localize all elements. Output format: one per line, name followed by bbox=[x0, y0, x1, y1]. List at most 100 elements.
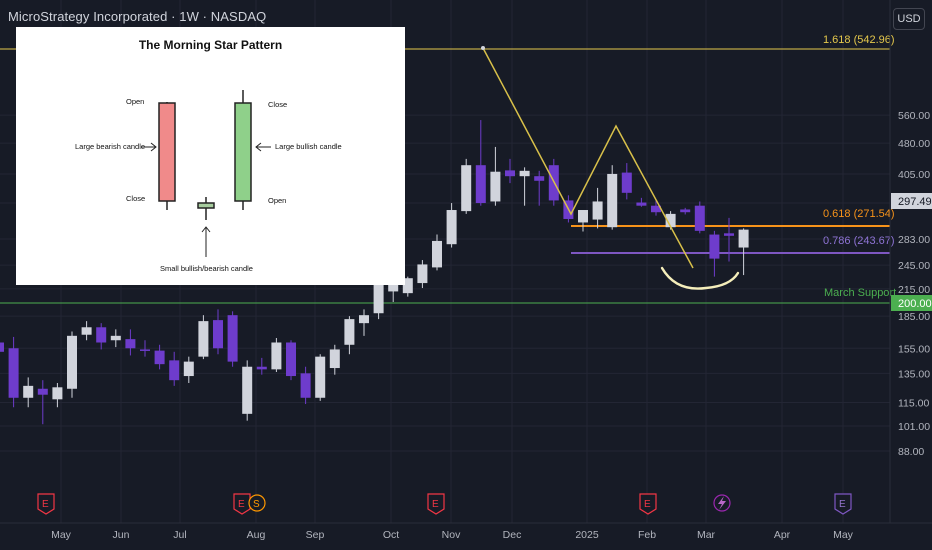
candle[interactable] bbox=[0, 336, 4, 357]
candle[interactable] bbox=[402, 276, 413, 297]
candle[interactable] bbox=[256, 357, 267, 375]
candle[interactable] bbox=[709, 230, 720, 277]
candle[interactable] bbox=[519, 167, 530, 206]
candle[interactable] bbox=[636, 197, 647, 207]
candle[interactable] bbox=[446, 203, 457, 248]
earnings-icon[interactable]: E bbox=[37, 493, 55, 515]
candle[interactable] bbox=[578, 210, 588, 232]
candle-body bbox=[461, 165, 472, 212]
candle-body bbox=[490, 171, 501, 202]
candle-body bbox=[300, 373, 311, 398]
candle[interactable] bbox=[242, 360, 253, 421]
candle-body bbox=[81, 327, 92, 335]
candle[interactable] bbox=[651, 200, 661, 216]
candle-body bbox=[8, 348, 19, 398]
candle[interactable] bbox=[724, 217, 734, 262]
current-price-text: 297.49 bbox=[898, 196, 932, 208]
currency-button[interactable]: USD bbox=[893, 8, 925, 30]
candle[interactable] bbox=[694, 201, 705, 234]
candle[interactable] bbox=[592, 187, 603, 229]
candle[interactable] bbox=[81, 321, 92, 341]
candle[interactable] bbox=[8, 336, 19, 408]
candle-body bbox=[388, 279, 399, 292]
candle[interactable] bbox=[286, 340, 296, 381]
annotation-curve[interactable] bbox=[660, 266, 740, 290]
earnings-icon[interactable]: E bbox=[834, 493, 852, 515]
candle-body bbox=[534, 176, 545, 181]
candle-body bbox=[96, 327, 107, 343]
candle[interactable] bbox=[607, 165, 618, 230]
candle[interactable] bbox=[110, 329, 121, 348]
candle[interactable] bbox=[315, 354, 326, 401]
lightning-icon[interactable] bbox=[713, 494, 731, 512]
candle[interactable] bbox=[125, 329, 136, 356]
candle[interactable] bbox=[183, 356, 194, 384]
fib-1618-label: 1.618 (542.96) bbox=[823, 34, 895, 46]
time-tick-label: Sep bbox=[306, 529, 325, 541]
candle-body bbox=[0, 342, 4, 352]
candle[interactable] bbox=[534, 170, 545, 206]
candle[interactable] bbox=[52, 383, 63, 408]
candle-body bbox=[23, 385, 34, 398]
morning-star-illustration: The Morning Star Pattern Open Large bear… bbox=[16, 27, 405, 285]
candle[interactable] bbox=[359, 309, 369, 336]
earnings-icon[interactable]: E bbox=[427, 493, 445, 515]
time-tick-label: Mar bbox=[697, 529, 716, 541]
price-tick-label: 215.00 bbox=[898, 284, 930, 296]
candle[interactable] bbox=[680, 207, 691, 215]
time-tick-label: Apr bbox=[774, 529, 791, 541]
time-tick-label: Jun bbox=[113, 529, 130, 541]
time-axis[interactable]: May Jun Jul Aug Sep Oct Nov Dec 2025 Feb Mar Apr May bbox=[51, 529, 854, 541]
candle[interactable] bbox=[505, 158, 515, 184]
candle[interactable] bbox=[140, 340, 150, 357]
candle[interactable] bbox=[213, 309, 223, 355]
candle[interactable] bbox=[344, 316, 355, 355]
candle[interactable] bbox=[475, 120, 486, 206]
svg-text:E: E bbox=[839, 499, 846, 510]
candle-body bbox=[680, 209, 691, 213]
candle[interactable] bbox=[271, 338, 282, 372]
time-tick-label: Jul bbox=[173, 529, 186, 541]
price-scale[interactable]: 560.00480.00405.00345.00283.00245.00215.… bbox=[898, 110, 930, 458]
candle[interactable] bbox=[490, 146, 501, 206]
label-large-bearish: Large bearish candle bbox=[75, 142, 146, 151]
current-price-tag bbox=[891, 193, 932, 209]
price-tick-label: 115.00 bbox=[898, 397, 929, 409]
candle[interactable] bbox=[738, 228, 749, 276]
price-tick-label: 480.00 bbox=[898, 138, 930, 150]
candle[interactable] bbox=[329, 344, 340, 375]
earnings-icon[interactable]: E bbox=[233, 493, 251, 515]
fib-0786-label: 0.786 (243.67) bbox=[823, 235, 895, 247]
candle[interactable] bbox=[621, 163, 632, 200]
split-icon[interactable]: S bbox=[248, 494, 266, 512]
candle[interactable] bbox=[169, 351, 180, 386]
candle[interactable] bbox=[373, 281, 384, 320]
candle[interactable] bbox=[417, 260, 428, 289]
candle[interactable] bbox=[198, 315, 209, 360]
candle[interactable] bbox=[461, 158, 472, 214]
candle[interactable] bbox=[37, 380, 48, 425]
label-small-candle: Small bullish/bearish candle bbox=[160, 264, 253, 273]
price-tick-label: 185.00 bbox=[898, 311, 930, 323]
earnings-icon[interactable]: E bbox=[639, 493, 657, 515]
candle[interactable] bbox=[300, 366, 311, 405]
candle[interactable] bbox=[23, 377, 34, 408]
price-tick-label: 101.00 bbox=[898, 421, 930, 433]
candle[interactable] bbox=[154, 344, 165, 370]
candle-body bbox=[475, 165, 486, 204]
candle[interactable] bbox=[227, 311, 238, 367]
price-tick-label: 245.00 bbox=[898, 260, 930, 272]
candle-body bbox=[665, 213, 676, 228]
candle[interactable] bbox=[67, 331, 77, 398]
zigzag-pattern[interactable] bbox=[482, 47, 694, 269]
candle[interactable] bbox=[96, 323, 107, 350]
candle-body bbox=[344, 319, 355, 345]
candle-body bbox=[198, 321, 209, 357]
candle-body bbox=[154, 350, 165, 365]
candle-body bbox=[256, 366, 267, 370]
candle-body bbox=[242, 366, 253, 414]
candle[interactable] bbox=[432, 234, 442, 271]
symbol-title[interactable]: MicroStrategy Incorporated · 1W · NASDAQ bbox=[8, 9, 267, 24]
candle-body bbox=[329, 349, 340, 369]
